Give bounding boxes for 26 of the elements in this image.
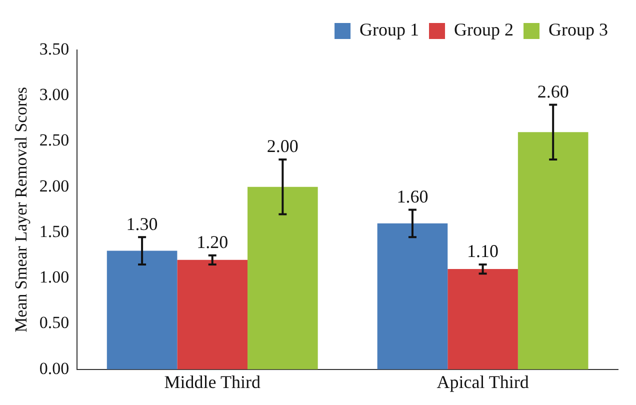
bar [248, 186, 318, 370]
data-label: 1.60 [396, 186, 428, 206]
y-tick-label: 1.50 [39, 222, 70, 241]
y-axis-title: Mean Smear Layer Removal Scores [12, 86, 31, 332]
y-tick-label: 3.50 [39, 39, 70, 58]
x-tick-label: Apical Third [436, 372, 529, 392]
bar [106, 250, 178, 370]
data-label: 1.20 [196, 232, 228, 252]
bar [518, 132, 588, 370]
bar [377, 223, 448, 370]
y-tick-label: 2.00 [39, 176, 70, 196]
bar [177, 260, 248, 370]
data-label: 2.60 [537, 81, 569, 102]
y-tick-label: 3.00 [39, 85, 70, 104]
x-tick-label: Middle Third [164, 372, 260, 392]
data-label: 1.30 [126, 214, 158, 234]
legend-label: Group 3 [548, 20, 608, 40]
legend-label: Group 2 [454, 20, 514, 40]
y-tick-label: 0.50 [39, 313, 70, 332]
legend-label: Group 1 [360, 20, 420, 40]
data-label: 2.00 [266, 136, 298, 156]
y-tick-label: 0.00 [39, 358, 70, 378]
y-tick-label: 1.00 [39, 268, 70, 287]
bar [448, 269, 518, 370]
data-label: 1.10 [467, 241, 499, 262]
y-tick-label: 2.50 [39, 130, 70, 150]
